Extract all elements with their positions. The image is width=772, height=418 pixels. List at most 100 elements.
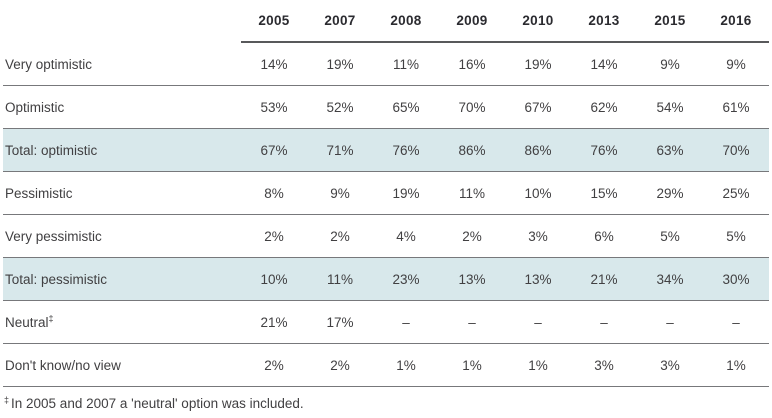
value-cell: 1%: [505, 343, 571, 387]
value-cell: 3%: [505, 214, 571, 258]
value-cell: 1%: [439, 343, 505, 387]
table-row: Total: pessimistic 10% 11% 23% 13% 13% 21% 34% 3…: [3, 257, 769, 301]
row-label-text: Optimistic: [5, 99, 65, 115]
column-header-2015: 2015: [637, 5, 703, 43]
value-cell: 3%: [571, 343, 637, 387]
row-label: Optimistic: [3, 85, 241, 129]
table-row: Don't know/no view 2% 2% 1% 1% 1% 3% 3% 1%: [3, 343, 769, 387]
row-label-text: Very pessimistic: [5, 228, 102, 244]
value-cell: –: [505, 300, 571, 344]
value-cell: 6%: [571, 214, 637, 258]
row-label: Total: optimistic: [3, 128, 241, 172]
value-cell: 25%: [703, 171, 769, 215]
value-cell: 11%: [373, 42, 439, 86]
column-header-2013: 2013: [571, 5, 637, 43]
value-cell: 70%: [439, 85, 505, 129]
row-label-text: Total: pessimistic: [5, 271, 108, 287]
value-cell: 2%: [439, 214, 505, 258]
value-cell: 2%: [307, 214, 373, 258]
value-cell: 71%: [307, 128, 373, 172]
value-cell: 76%: [571, 128, 637, 172]
value-cell: 76%: [373, 128, 439, 172]
table-row: Pessimistic 8% 9% 19% 11% 10% 15% 29% 25%: [3, 171, 769, 215]
table-body: Very optimistic 14% 19% 11% 16% 19% 14% 9% 9% Opt…: [3, 42, 769, 387]
value-cell: –: [703, 300, 769, 344]
table-footnote: ‡ In 2005 and 2007 a 'neutral' option was…: [4, 394, 769, 411]
value-cell: 61%: [703, 85, 769, 129]
value-cell: 21%: [571, 257, 637, 301]
value-cell: 10%: [241, 257, 307, 301]
value-cell: 53%: [241, 85, 307, 129]
row-label-text: Pessimistic: [5, 185, 73, 201]
value-cell: –: [439, 300, 505, 344]
value-cell: 17%: [307, 300, 373, 344]
table-row: Optimistic 53% 52% 65% 70% 67% 62% 54% 61%: [3, 85, 769, 129]
value-cell: 52%: [307, 85, 373, 129]
value-cell: 10%: [505, 171, 571, 215]
value-cell: 14%: [571, 42, 637, 86]
row-label: Don't know/no view: [3, 343, 241, 387]
value-cell: 1%: [703, 343, 769, 387]
value-cell: 1%: [373, 343, 439, 387]
value-cell: 65%: [373, 85, 439, 129]
table-row: Neutral‡ 21% 17% – – – – – –: [3, 300, 769, 344]
value-cell: 14%: [241, 42, 307, 86]
value-cell: –: [373, 300, 439, 344]
column-header-2005: 2005: [241, 5, 307, 43]
value-cell: 5%: [703, 214, 769, 258]
column-header-2010: 2010: [505, 5, 571, 43]
value-cell: 23%: [373, 257, 439, 301]
column-header-2016: 2016: [703, 5, 769, 43]
value-cell: 9%: [307, 171, 373, 215]
row-label-text: Don't know/no view: [5, 357, 121, 373]
row-label: Total: pessimistic: [3, 257, 241, 301]
footnote-text: In 2005 and 2007 a 'neutral' option was …: [11, 396, 304, 411]
value-cell: 62%: [571, 85, 637, 129]
value-cell: 9%: [637, 42, 703, 86]
value-cell: 3%: [637, 343, 703, 387]
value-cell: 19%: [505, 42, 571, 86]
value-cell: 2%: [241, 214, 307, 258]
value-cell: 67%: [505, 85, 571, 129]
footnote-dagger-marker: ‡: [4, 394, 10, 405]
table-row: Total: optimistic 67% 71% 76% 86% 86% 76% 63% 70…: [3, 128, 769, 172]
value-cell: 13%: [505, 257, 571, 301]
value-cell: 21%: [241, 300, 307, 344]
value-cell: 34%: [637, 257, 703, 301]
value-cell: 67%: [241, 128, 307, 172]
column-header-2009: 2009: [439, 5, 505, 43]
table-header: 2005 2007 2008 2009 2010 2013 2015 2016: [3, 5, 769, 43]
optimism-by-year-table: 2005 2007 2008 2009 2010 2013 2015 2016 Very op…: [3, 5, 769, 387]
table-row: Very optimistic 14% 19% 11% 16% 19% 14% 9% 9%: [3, 42, 769, 86]
value-cell: 11%: [307, 257, 373, 301]
value-cell: 29%: [637, 171, 703, 215]
corner-cell: [3, 5, 241, 42]
row-label: Very optimistic: [3, 42, 241, 86]
value-cell: –: [637, 300, 703, 344]
column-header-2007: 2007: [307, 5, 373, 43]
value-cell: 19%: [307, 42, 373, 86]
value-cell: 2%: [307, 343, 373, 387]
column-header-2008: 2008: [373, 5, 439, 43]
value-cell: 9%: [703, 42, 769, 86]
value-cell: 5%: [637, 214, 703, 258]
value-cell: 19%: [373, 171, 439, 215]
row-label-text: Total: optimistic: [5, 142, 98, 158]
value-cell: 86%: [505, 128, 571, 172]
value-cell: 15%: [571, 171, 637, 215]
value-cell: 70%: [703, 128, 769, 172]
value-cell: 4%: [373, 214, 439, 258]
table-row: Very pessimistic 2% 2% 4% 2% 3% 6% 5% 5%: [3, 214, 769, 258]
row-label: Very pessimistic: [3, 214, 241, 258]
value-cell: 54%: [637, 85, 703, 129]
row-label-text: Neutral: [5, 314, 49, 330]
value-cell: 63%: [637, 128, 703, 172]
value-cell: –: [571, 300, 637, 344]
row-label: Pessimistic: [3, 171, 241, 215]
value-cell: 30%: [703, 257, 769, 301]
value-cell: 8%: [241, 171, 307, 215]
value-cell: 13%: [439, 257, 505, 301]
table-header-row: 2005 2007 2008 2009 2010 2013 2015 2016: [3, 5, 769, 43]
row-label-text: Very optimistic: [5, 56, 93, 72]
